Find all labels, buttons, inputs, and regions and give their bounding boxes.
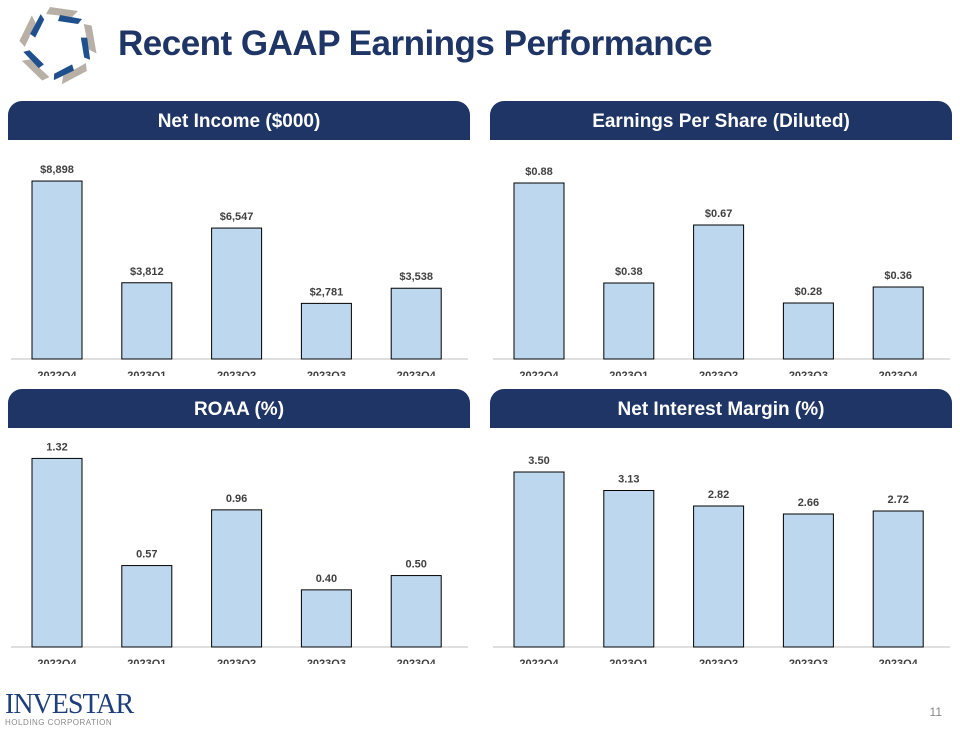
category-label: 2022Q4 (37, 658, 77, 664)
data-label: $2,781 (310, 286, 344, 298)
bar-2023Q3 (782, 302, 834, 360)
bar-2023Q2 (693, 505, 745, 648)
chart-title: ROAA (%) (8, 389, 470, 428)
bar-2023Q1 (603, 490, 655, 648)
bar-2023Q2 (211, 227, 263, 360)
category-label: 2023Q1 (609, 370, 648, 376)
category-label: 2023Q1 (127, 370, 166, 376)
nim-chart: 3.50 2022Q4 3.13 2023Q1 2.82 2023Q2 2.66 2023Q3… (493, 455, 950, 664)
bar-2023Q4 (872, 286, 924, 360)
bar-2022Q4 (31, 457, 83, 648)
brand-name: INVESTAR (5, 689, 134, 720)
bar-2023Q4 (390, 287, 442, 360)
data-label: 2.66 (798, 497, 819, 509)
data-label: $0.28 (795, 286, 823, 298)
brand-logo: INVESTAR HOLDING CORPORATION (5, 689, 134, 728)
data-label: 0.57 (136, 549, 157, 561)
net-income-panel: Net Income ($000) $8,898 2022Q4 $3,812 2023… (8, 101, 470, 376)
data-label: 3.50 (528, 455, 549, 467)
page-number: 11 (929, 705, 942, 719)
bar-2023Q1 (121, 565, 173, 648)
category-label: 2023Q4 (879, 370, 919, 376)
category-label: 2023Q2 (217, 658, 256, 664)
data-label: $8,898 (40, 164, 74, 176)
roaa-chart: 1.32 2022Q4 0.57 2023Q1 0.96 2023Q2 0.40 2023Q3… (11, 441, 468, 664)
category-label: 2023Q4 (397, 658, 437, 664)
bar-2023Q3 (300, 589, 352, 648)
eps-chart: $0.88 2022Q4 $0.38 2023Q1 $0.67 2023Q2 $0.28 20… (493, 166, 950, 376)
category-label: 2023Q4 (879, 658, 919, 664)
chart-title: Net Interest Margin (%) (490, 389, 952, 428)
category-label: 2023Q4 (397, 370, 437, 376)
bar-2023Q3 (300, 302, 352, 360)
category-label: 2023Q2 (699, 658, 738, 664)
data-label: $3,538 (399, 271, 433, 283)
category-label: 2022Q4 (37, 370, 77, 376)
data-label: $3,812 (130, 266, 164, 278)
data-label: 0.50 (405, 559, 426, 571)
bar-2022Q4 (31, 180, 83, 360)
category-label: 2023Q1 (127, 658, 166, 664)
company-logo-icon (16, 7, 102, 88)
data-label: $6,547 (220, 211, 254, 223)
eps-panel: Earnings Per Share (Diluted) $0.88 2022Q4… (490, 101, 952, 376)
category-label: 2023Q2 (217, 370, 256, 376)
bar-2023Q1 (121, 282, 173, 360)
data-label: 0.96 (226, 493, 247, 505)
bar-2022Q4 (513, 182, 565, 360)
bar-2023Q4 (390, 575, 442, 648)
bar-2023Q1 (603, 282, 655, 360)
category-label: 2023Q3 (307, 658, 346, 664)
category-label: 2023Q1 (609, 658, 648, 664)
category-label: 2023Q3 (307, 370, 346, 376)
category-label: 2023Q2 (699, 370, 738, 376)
data-label: $0.88 (525, 166, 553, 178)
category-label: 2023Q3 (789, 658, 828, 664)
nim-panel: Net Interest Margin (%) 3.50 2022Q4 3.13 20… (490, 389, 952, 664)
bar-2023Q4 (872, 510, 924, 648)
roaa-panel: ROAA (%) 1.32 2022Q4 0.57 2023Q1 0.96 2023Q2 0… (8, 389, 470, 664)
bar-2023Q2 (693, 224, 745, 360)
data-label: 1.32 (46, 441, 67, 453)
bar-2022Q4 (513, 471, 565, 648)
bar-2023Q3 (782, 513, 834, 648)
data-label: $0.36 (884, 270, 912, 282)
brand-subtitle: HOLDING CORPORATION (5, 718, 113, 727)
data-label: $0.67 (705, 208, 733, 220)
net-income-chart: $8,898 2022Q4 $3,812 2023Q1 $6,547 2023Q2 $2,7… (11, 164, 468, 376)
category-label: 2022Q4 (519, 658, 559, 664)
category-label: 2022Q4 (519, 370, 559, 376)
data-label: 2.82 (708, 489, 729, 501)
data-label: 3.13 (618, 474, 639, 486)
data-label: $0.38 (615, 266, 643, 278)
data-label: 2.72 (887, 494, 908, 506)
chart-title: Net Income ($000) (8, 101, 470, 140)
page-title: Recent GAAP Earnings Performance (118, 24, 713, 63)
bar-2023Q2 (211, 509, 263, 648)
category-label: 2023Q3 (789, 370, 828, 376)
chart-title: Earnings Per Share (Diluted) (490, 101, 952, 140)
data-label: 0.40 (316, 573, 337, 585)
